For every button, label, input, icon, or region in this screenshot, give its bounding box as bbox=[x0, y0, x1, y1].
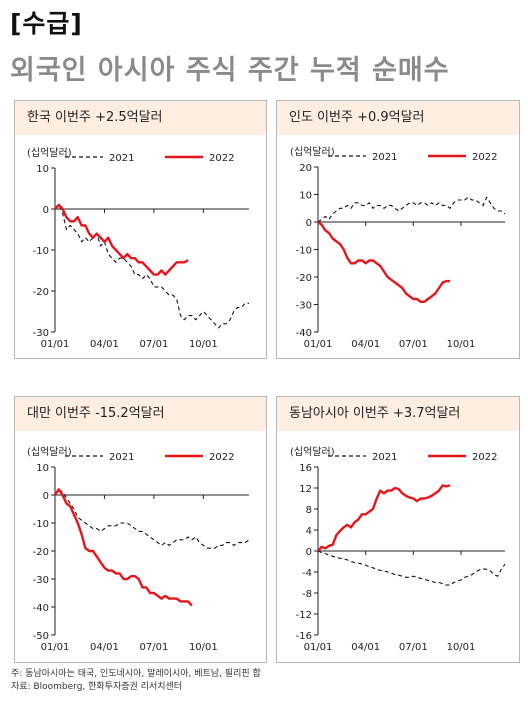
india-xtick-label: 07/01 bbox=[399, 339, 428, 350]
india-series-2022 bbox=[317, 221, 450, 304]
taiwan-series-2022 bbox=[54, 488, 193, 607]
india-series-2021 bbox=[317, 196, 506, 223]
taiwan-ytick-label: 0 bbox=[43, 491, 49, 502]
southeast-asia-legend-label-2021: 2021 bbox=[372, 452, 397, 463]
southeast-asia-xtick-label: 04/01 bbox=[351, 642, 380, 653]
india-ytick-label: 10 bbox=[299, 191, 312, 202]
india-legend-label-2021: 2021 bbox=[372, 152, 397, 163]
taiwan-legend-label-2021: 2021 bbox=[109, 452, 134, 463]
india-ytick-label: -30 bbox=[296, 301, 312, 312]
southeast-asia-legend-label-2022: 2022 bbox=[472, 452, 497, 463]
taiwan-xtick-label: 01/01 bbox=[41, 642, 70, 653]
southeast-asia-chart-panel: 동남아시아 이번주 +3.7억달러 (십억달러) 16 12 8 4 0 -4 -8 -12 -1… bbox=[276, 396, 520, 663]
india-xtick-label: 04/01 bbox=[351, 339, 380, 350]
southeast-asia-xtick-label: 01/01 bbox=[304, 642, 333, 653]
korea-ytick-label: 0 bbox=[43, 205, 49, 216]
india-chart-panel: 인도 이번주 +0.9억달러 (십억달러) 20 10 0 -10 -20 -30 -40 01… bbox=[276, 100, 520, 359]
southeast-asia-ytick-label: 16 bbox=[299, 463, 312, 474]
taiwan-ytick-label: -40 bbox=[33, 603, 49, 614]
taiwan-xtick-label: 10/01 bbox=[189, 642, 218, 653]
taiwan-xtick-label: 04/01 bbox=[90, 642, 119, 653]
korea-chart-panel: 한국 이번주 +2.5억달러 (십억달러) 10 0 -10 -20 -30 01/01 04… bbox=[14, 100, 267, 359]
header-tag: [수급] bbox=[10, 9, 83, 38]
taiwan-ytick-label: -30 bbox=[33, 575, 49, 586]
india-chart-title: 인도 이번주 +0.9억달러 bbox=[277, 101, 519, 135]
southeast-asia-ylabel: (십억달러) bbox=[290, 446, 335, 458]
korea-ytick-label: -10 bbox=[33, 246, 49, 257]
footnote-region: 주: 동남아시아는 태국, 인도네시아, 말레이시아, 베트남, 필리핀 합 bbox=[11, 669, 261, 679]
taiwan-ytick-label: -10 bbox=[33, 519, 49, 530]
southeast-asia-ytick-label: -4 bbox=[302, 568, 312, 579]
southeast-asia-chart-title: 동남아시아 이번주 +3.7억달러 bbox=[277, 397, 519, 431]
korea-xtick-label: 10/01 bbox=[189, 339, 218, 350]
korea-legend-label-2022: 2022 bbox=[209, 153, 234, 164]
page-title: 외국인 아시아 주식 주간 누적 순매수 bbox=[10, 55, 450, 86]
southeast-asia-ytick-label: 4 bbox=[306, 526, 312, 537]
korea-ytick-label: -30 bbox=[33, 328, 49, 339]
india-xtick-label: 01/01 bbox=[304, 339, 333, 350]
india-ylabel: (십억달러) bbox=[290, 146, 335, 158]
southeast-asia-series-2022 bbox=[317, 484, 451, 552]
southeast-asia-xtick-label: 10/01 bbox=[447, 642, 476, 653]
taiwan-ytick-label: -20 bbox=[33, 547, 49, 558]
india-xtick-label: 10/01 bbox=[447, 339, 476, 350]
korea-xtick-label: 04/01 bbox=[90, 339, 119, 350]
southeast-asia-ytick-label: -16 bbox=[296, 631, 312, 642]
korea-ytick-label: 10 bbox=[36, 164, 49, 175]
korea-legend-label-2021: 2021 bbox=[109, 153, 134, 164]
taiwan-series-2021 bbox=[54, 488, 250, 549]
india-ytick-label: 20 bbox=[299, 163, 312, 174]
india-ytick-label: 0 bbox=[306, 218, 312, 229]
india-legend-label-2022: 2022 bbox=[472, 152, 497, 163]
taiwan-xtick-label: 07/01 bbox=[139, 642, 168, 653]
taiwan-chart-title: 대만 이번주 -15.2억달러 bbox=[15, 397, 266, 431]
india-ytick-label: -20 bbox=[296, 273, 312, 284]
korea-series-2021 bbox=[54, 204, 249, 329]
india-ytick-label: -40 bbox=[296, 328, 312, 339]
footnote-source: 자료: Bloomberg, 한화투자증권 리서치센터 bbox=[11, 682, 183, 692]
southeast-asia-xtick-label: 07/01 bbox=[399, 642, 428, 653]
taiwan-ytick-label: 10 bbox=[36, 463, 49, 474]
korea-ytick-label: -20 bbox=[33, 287, 49, 298]
korea-chart-title: 한국 이번주 +2.5억달러 bbox=[15, 101, 266, 135]
southeast-asia-series-2021 bbox=[317, 550, 506, 586]
korea-series-2022 bbox=[54, 203, 189, 276]
korea-ylabel: (십억달러) bbox=[27, 147, 72, 159]
korea-xtick-label: 07/01 bbox=[139, 339, 168, 350]
southeast-asia-ytick-label: 12 bbox=[299, 484, 312, 495]
taiwan-ylabel: (십억달러) bbox=[27, 446, 72, 458]
korea-xtick-label: 01/01 bbox=[41, 339, 70, 350]
southeast-asia-ytick-label: 8 bbox=[306, 505, 312, 516]
footnotes: 주: 동남아시아는 태국, 인도네시아, 말레이시아, 베트남, 필리핀 합 자… bbox=[11, 668, 261, 694]
southeast-asia-ytick-label: 0 bbox=[306, 547, 312, 558]
taiwan-ytick-label: -50 bbox=[33, 631, 49, 642]
southeast-asia-ytick-label: -8 bbox=[302, 589, 312, 600]
southeast-asia-ytick-label: -12 bbox=[296, 610, 312, 621]
taiwan-chart-panel: 대만 이번주 -15.2억달러 (십억달러) 10 0 -10 -20 -30 -40 -50… bbox=[14, 396, 267, 663]
india-ytick-label: -10 bbox=[296, 246, 312, 257]
taiwan-legend-label-2022: 2022 bbox=[209, 452, 234, 463]
